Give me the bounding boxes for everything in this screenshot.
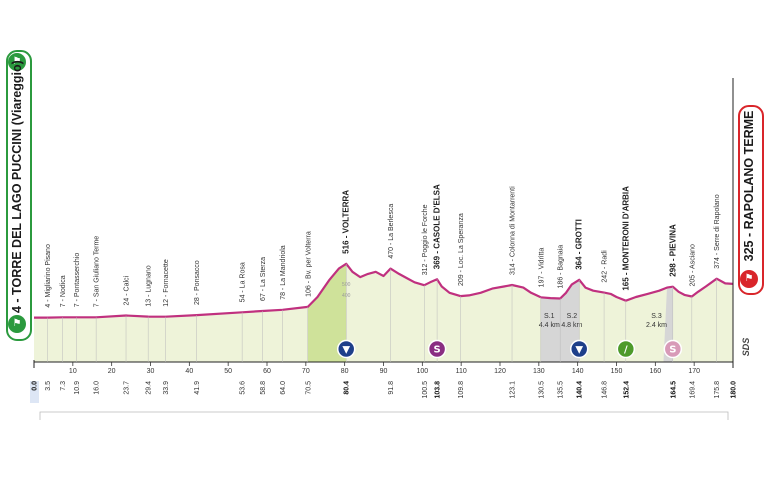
waypoint-label: 4 - Migliarino Pisano <box>45 244 52 308</box>
x-tick-label: 10 <box>69 368 77 375</box>
waypoint-label: 24 - Calci <box>124 275 131 305</box>
waypoint-km: 103.8 <box>435 381 442 399</box>
segment-area <box>540 297 561 362</box>
x-tick-label: 20 <box>108 368 116 375</box>
start-km-box <box>30 381 39 403</box>
waypoint-km: 175.8 <box>714 381 721 399</box>
segment-distance: 2.4 km <box>646 322 667 329</box>
waypoint-km: 3.5 <box>45 381 52 391</box>
sprint-icon <box>427 339 447 359</box>
waypoint-km: 130.5 <box>538 381 545 399</box>
waypoint-km: 10.9 <box>74 381 81 395</box>
waypoint-km: 23.7 <box>124 381 131 395</box>
x-tick-label: 100 <box>416 368 428 375</box>
sprint-icon-symbol: S <box>433 345 440 356</box>
x-tick-label: 60 <box>263 368 271 375</box>
waypoint-label: 374 - Serre di Rapolano <box>714 194 721 268</box>
waypoint-km: 70.5 <box>305 381 312 395</box>
waypoint-label: 67 - La Sterza <box>260 257 267 301</box>
x-tick-label: 110 <box>456 368 467 375</box>
waypoint-label: 7 - San Giuliano Terme <box>94 236 101 308</box>
x-tick-label: 170 <box>688 368 700 375</box>
waypoint-label: 106 - Bv. per Volterra <box>305 231 312 297</box>
segment-name: S.1 <box>544 313 555 320</box>
waypoint-label: 186 - Bagnaia <box>558 245 565 289</box>
start-flag-icon: ⚑ <box>8 315 26 333</box>
x-tick-label: 150 <box>611 368 623 375</box>
waypoint-km: 53.6 <box>240 381 247 395</box>
waypoint-km: 146.8 <box>602 381 609 399</box>
x-tick-label: 30 <box>147 368 155 375</box>
segment-distance: 4.8 km <box>561 322 582 329</box>
intermediate-sprint-icon-symbol: / <box>624 345 628 356</box>
waypoint-km: 164.5 <box>670 381 677 399</box>
waypoint-km: 29.4 <box>146 381 153 395</box>
waypoint-label: 13 - Lugnano <box>146 265 153 306</box>
waypoint-label: 12 - Fornacette <box>163 259 170 307</box>
segment-name: S.2 <box>567 313 578 320</box>
waypoint-km: 16.0 <box>94 381 101 395</box>
x-tick-label: 140 <box>572 368 584 375</box>
finish-pill <box>738 105 764 295</box>
kom-icon <box>569 339 589 359</box>
finish-km: 180.0 <box>731 381 738 399</box>
waypoint-label: 209 - Loc. La Speranza <box>458 213 465 286</box>
profile-line <box>34 262 734 319</box>
x-tick-label: 90 <box>380 368 388 375</box>
kom-icon-symbol: ▼ <box>575 345 583 356</box>
x-tick-label: 130 <box>533 368 545 375</box>
waypoint-km: 135.5 <box>558 381 565 399</box>
waypoint-label: 78 - La Mandriola <box>280 245 287 300</box>
waypoint-label: 312 - Poggio le Forche <box>422 204 429 275</box>
start-flag-icon-top: ⚑ <box>8 53 26 71</box>
x-tick-label: 80 <box>341 368 349 375</box>
waypoint-km: 33.9 <box>163 381 170 395</box>
x-tick-label: 70 <box>302 368 310 375</box>
waypoint-label: 470 - La Berlesca <box>388 204 395 259</box>
climb-area <box>307 263 347 362</box>
kom-icon-symbol: ▼ <box>342 345 350 356</box>
x-tick-label: 120 <box>494 368 506 375</box>
waypoint-label: 364 - GROTTI <box>575 219 584 270</box>
waypoint-km: 80.4 <box>344 381 351 395</box>
waypoint-label: 205 - Asciano <box>689 244 696 287</box>
waypoint-km: 91.8 <box>388 381 395 395</box>
start-pill <box>6 50 32 341</box>
waypoint-label: 242 - Radi <box>602 250 609 283</box>
x-tick-label: 40 <box>185 368 193 375</box>
sprint-icon-symbol: S <box>669 345 676 356</box>
kom-icon <box>336 339 356 359</box>
waypoint-km: 140.4 <box>577 381 584 399</box>
finish-flag-icon: ⚑ <box>740 270 758 288</box>
waypoint-label: 54 - La Rosa <box>240 262 247 302</box>
waypoint-label: 516 - VOLTERRA <box>342 190 351 254</box>
waypoint-label: 369 - CASOLE D'ELSA <box>433 184 442 269</box>
waypoint-km: 123.1 <box>510 381 517 399</box>
waypoint-km: 169.4 <box>689 381 696 399</box>
waypoint-label: 28 - Ponsacco <box>194 260 201 305</box>
waypoint-km: 41.9 <box>194 381 201 395</box>
waypoint-label: 197 - Vidritta <box>538 248 545 288</box>
x-tick-label: 160 <box>649 368 661 375</box>
waypoint-km: 58.8 <box>260 381 267 395</box>
segment-distance: 4.4 km <box>539 322 560 329</box>
footer-frame <box>39 411 729 420</box>
waypoint-km: 109.8 <box>458 381 465 399</box>
waypoint-km: 152.4 <box>623 381 630 399</box>
start-km: 0.0 <box>32 381 39 391</box>
x-tick-label: 50 <box>224 368 232 375</box>
waypoint-label: 7 - Pontasserchio <box>74 253 81 308</box>
intermediate-sprint-icon <box>616 339 636 359</box>
waypoint-km: 64.0 <box>280 381 287 395</box>
segment-name: S.3 <box>651 313 662 320</box>
waypoint-label: 165 - MONTERONI D'ARBIA <box>621 186 630 291</box>
waypoint-km: 100.5 <box>422 381 429 399</box>
waypoint-km: 7.3 <box>60 381 67 391</box>
waypoint-label: 314 - Colonna di Montarrenti <box>510 186 517 275</box>
waypoint-label: 7 - Nodica <box>60 275 67 307</box>
sprint-icon <box>663 339 683 359</box>
waypoint-label: 298 - PIEVINA <box>668 224 677 277</box>
